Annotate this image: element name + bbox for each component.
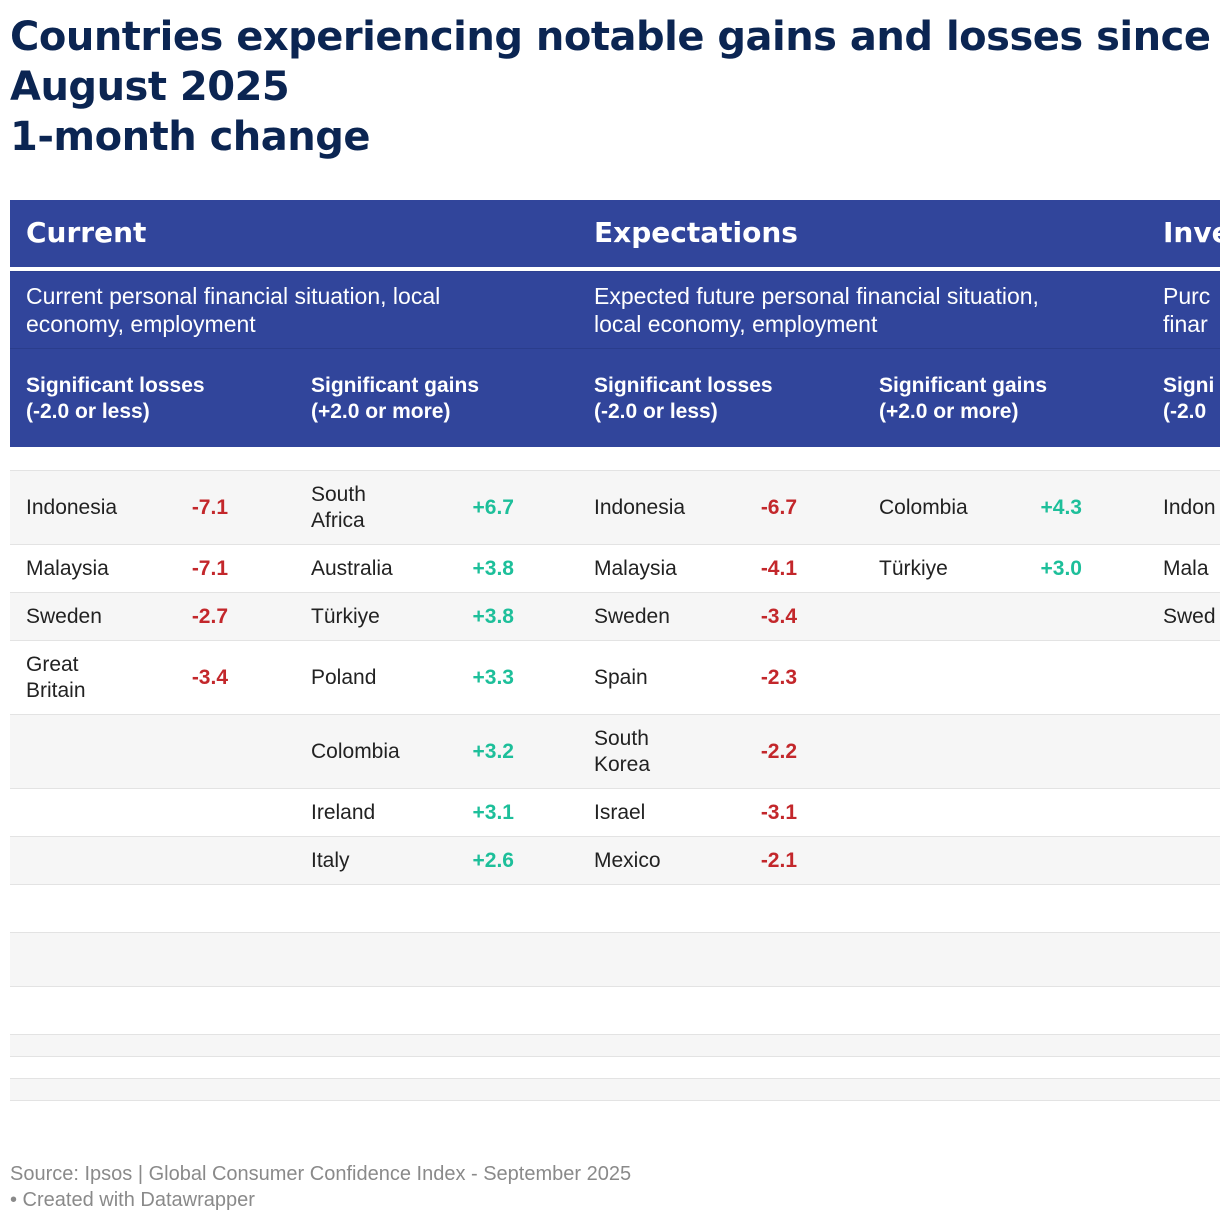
country-name: Mexico <box>594 849 661 872</box>
group-description-3: Purc finar <box>1163 283 1211 337</box>
country-name: Poland <box>311 666 377 689</box>
table-row <box>10 1035 1220 1057</box>
change-value: +3.8 <box>472 557 514 580</box>
group-description-1: Current personal financial situation, lo… <box>26 283 441 337</box>
column-header-2: Significant gains (+2.0 or more) <box>311 374 480 423</box>
country-name: Indonesia <box>594 496 686 519</box>
footer: Source: Ipsos | Global Consumer Confiden… <box>10 1161 631 1213</box>
change-value: -4.1 <box>760 557 797 580</box>
country-name: Great Britain <box>26 653 86 702</box>
column-header-1: Significant losses (-2.0 or less) <box>26 374 205 423</box>
group-title-3: Inve <box>1163 216 1220 249</box>
table-row <box>10 1057 1220 1079</box>
table-row <box>10 933 1220 987</box>
country-name: Sweden <box>594 605 670 628</box>
change-value: +3.8 <box>472 605 514 628</box>
change-value: -2.1 <box>760 849 797 872</box>
country-name: Australia <box>311 557 393 580</box>
change-value: -7.1 <box>191 557 228 580</box>
country-name: Sweden <box>26 605 102 628</box>
group-description-band <box>10 271 1220 348</box>
column-header-5: Signi (-2.0 <box>1163 374 1215 423</box>
column-header-band <box>10 348 1220 447</box>
table-row <box>10 715 1220 789</box>
country-name: Indon <box>1163 496 1216 519</box>
column-header-3: Significant losses (-2.0 or less) <box>594 374 773 423</box>
country-name: South Korea <box>594 727 651 776</box>
source-note: Source: Ipsos | Global Consumer Confiden… <box>10 1163 632 1185</box>
group-description-2: Expected future personal financial situa… <box>594 283 1039 337</box>
change-value: +3.3 <box>472 666 514 689</box>
change-value: -2.3 <box>760 666 797 689</box>
country-name: Italy <box>311 849 350 872</box>
title-line-3: 1-month change <box>10 114 371 160</box>
table-row <box>10 545 1220 593</box>
country-name: Malaysia <box>594 557 677 580</box>
column-header-4: Significant gains (+2.0 or more) <box>879 374 1048 423</box>
country-name: Spain <box>594 666 648 689</box>
table-row <box>10 641 1220 715</box>
group-header-divider <box>10 267 1220 271</box>
group-header-band <box>10 200 1220 267</box>
change-value: -2.2 <box>760 740 797 763</box>
table-row <box>10 1079 1220 1101</box>
title-line-1: Countries experiencing notable gains and… <box>10 14 1211 60</box>
table-top-rule <box>10 448 1220 471</box>
change-value: -3.4 <box>760 605 797 628</box>
country-name: Türkiye <box>879 557 948 580</box>
country-name: Colombia <box>311 740 400 763</box>
table-row <box>10 593 1220 641</box>
country-name: South Africa <box>311 483 366 532</box>
change-value: +3.1 <box>472 801 514 824</box>
chart-title: Countries experiencing notable gains and… <box>10 12 1211 162</box>
change-value: +2.6 <box>472 849 514 872</box>
table-row <box>10 789 1220 837</box>
group-title-2: Expectations <box>594 216 798 249</box>
change-value: +4.3 <box>1040 496 1082 519</box>
country-name: Mala <box>1163 557 1209 580</box>
country-name: Indonesia <box>26 496 118 519</box>
credit-note: • Created with Datawrapper <box>10 1189 255 1211</box>
table-row <box>10 837 1220 885</box>
table-row <box>10 885 1220 933</box>
title-line-2: August 2025 <box>10 64 290 110</box>
country-name: Israel <box>594 801 646 824</box>
country-name: Türkiye <box>311 605 380 628</box>
change-value: -3.1 <box>760 801 797 824</box>
table-row <box>10 471 1220 545</box>
change-value: -2.7 <box>191 605 228 628</box>
country-name: Ireland <box>311 801 376 824</box>
change-value: +3.2 <box>472 740 514 763</box>
table-row <box>10 987 1220 1035</box>
country-name: Malaysia <box>26 557 109 580</box>
change-value: +6.7 <box>472 496 514 519</box>
change-value: +3.0 <box>1040 557 1082 580</box>
country-name: Colombia <box>879 496 968 519</box>
change-value: -7.1 <box>191 496 228 519</box>
group-title-1: Current <box>26 216 147 249</box>
change-value: -3.4 <box>191 666 228 689</box>
country-name: Swed <box>1163 605 1216 628</box>
data-table: Current Current personal financial situat… <box>10 200 1220 1105</box>
change-value: -6.7 <box>760 496 797 519</box>
